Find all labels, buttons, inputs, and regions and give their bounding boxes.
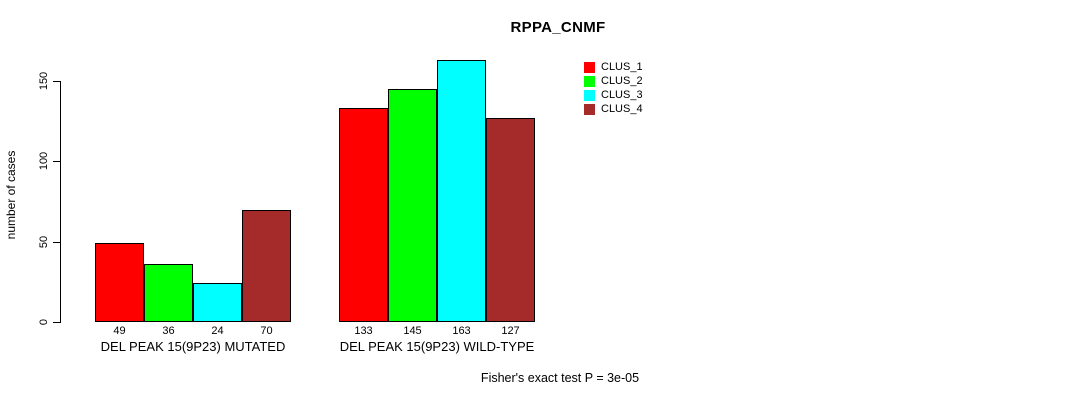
y-tick-label: 150 — [38, 71, 50, 91]
bar-value-label: 24 — [211, 325, 224, 337]
y-tick — [53, 161, 60, 162]
legend-item-label: CLUS_4 — [601, 103, 643, 115]
x-category-label: DEL PEAK 15(9P23) WILD-TYPE — [339, 339, 535, 354]
bar-clus_4-group2 — [486, 118, 535, 322]
y-tick — [53, 322, 60, 323]
legend-color-swatch — [584, 104, 595, 115]
bar-value-label: 163 — [452, 325, 471, 337]
x-category-label: DEL PEAK 15(9P23) MUTATED — [100, 339, 286, 354]
legend-color-swatch — [584, 90, 595, 101]
bar-value-label: 70 — [260, 325, 273, 337]
y-axis-line — [60, 81, 61, 323]
y-axis-label: number of cases — [4, 150, 18, 240]
bar-clus_1-group1 — [95, 243, 144, 322]
y-tick-label: 0 — [38, 318, 50, 326]
y-tick-label: 50 — [38, 235, 50, 249]
bar-value-label: 133 — [354, 325, 373, 337]
bar-value-label: 36 — [162, 325, 175, 337]
y-tick — [53, 242, 60, 243]
bar-clus_2-group1 — [144, 264, 193, 322]
bar-value-label: 127 — [501, 325, 520, 337]
bar-clus_1-group2 — [339, 108, 388, 322]
y-tick — [53, 81, 60, 82]
bar-clus_2-group2 — [388, 89, 437, 322]
annotation-text: Fisher's exact test P = 3e-05 — [480, 371, 640, 385]
bar-clus_3-group1 — [193, 283, 242, 322]
legend-item-label: CLUS_1 — [601, 61, 643, 73]
chart-title: RPPA_CNMF — [510, 19, 606, 36]
bar-value-label: 145 — [403, 325, 422, 337]
legend-color-swatch — [584, 62, 595, 73]
legend-item-label: CLUS_2 — [601, 75, 643, 87]
legend-color-swatch — [584, 76, 595, 87]
bar-value-label: 49 — [113, 325, 126, 337]
legend-item-label: CLUS_3 — [601, 89, 643, 101]
bar-clus_4-group1 — [242, 210, 291, 322]
bar-clus_3-group2 — [437, 60, 486, 322]
y-tick-label: 100 — [38, 151, 50, 171]
